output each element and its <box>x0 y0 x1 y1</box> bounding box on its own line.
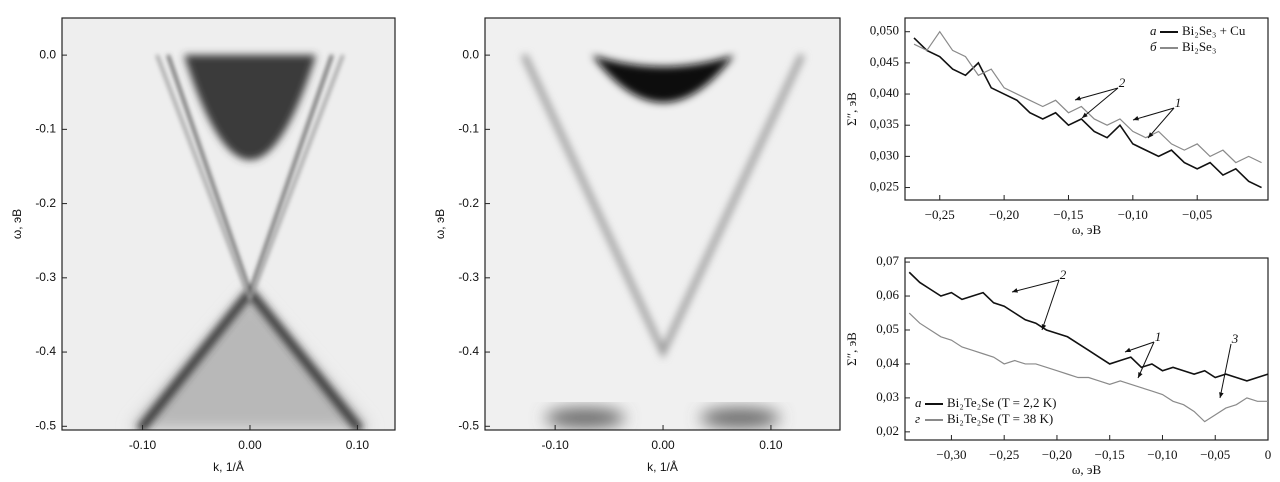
plot-frame <box>484 17 841 431</box>
arrow-head <box>1041 324 1047 330</box>
y-tick-label: -0.4 <box>458 344 479 358</box>
x-axis-label: ω, эВ <box>1072 462 1102 477</box>
annotation-arrow <box>1137 341 1155 379</box>
y-axis-label: Σ″, эВ <box>844 332 859 366</box>
x-tick-label: −0,05 <box>1182 207 1212 222</box>
x-axis-label: ω, эВ <box>1072 222 1102 237</box>
y-tick-label: -0.3 <box>35 270 56 284</box>
y-tick-label: -0.5 <box>35 418 56 432</box>
x-tick-label: −0,20 <box>989 207 1019 222</box>
annotation: 3 <box>1231 331 1239 346</box>
y-tick-label: 0,05 <box>876 321 899 336</box>
plot-frame <box>904 257 1269 441</box>
y-axis-label: ω, эВ <box>433 209 447 239</box>
series-line <box>908 312 1268 423</box>
x-tick-label: −0,15 <box>1053 207 1083 222</box>
x-tick-label: −0,20 <box>1042 447 1072 462</box>
legend-letter: б <box>1150 39 1157 54</box>
x-tick-label: −0,10 <box>1147 447 1177 462</box>
plot-frame <box>61 17 396 431</box>
y-tick-label: -0.2 <box>458 196 479 210</box>
x-tick-label: 0.10 <box>759 438 783 452</box>
y-tick-label: 0,035 <box>870 116 899 131</box>
annotation: 1 <box>1175 95 1182 110</box>
legend-label: Bi₂Se₃ + Cu <box>1182 23 1246 38</box>
y-axis-label: Σ″, эВ <box>844 92 859 126</box>
y-tick-label: 0,025 <box>870 179 899 194</box>
y-tick-label: 0,03 <box>876 389 899 404</box>
annotation: 1 <box>1155 329 1162 344</box>
y-tick-label: -0.4 <box>35 344 56 358</box>
y-tick-label: 0,04 <box>876 355 899 370</box>
x-tick-label: −0,30 <box>936 447 966 462</box>
x-tick-label: −0,15 <box>1095 447 1125 462</box>
annotation: 2 <box>1060 267 1067 282</box>
annotation-arrow <box>1132 107 1175 121</box>
y-tick-label: 0,040 <box>870 85 899 100</box>
arrow-head <box>1148 132 1154 138</box>
x-tick-label: −0,25 <box>989 447 1019 462</box>
x-tick-label: 0.00 <box>238 438 262 452</box>
x-tick-label: 0 <box>1265 447 1272 462</box>
y-tick-label: 0,02 <box>876 423 899 438</box>
arrow-head <box>1082 112 1088 118</box>
x-tick-label: −0,10 <box>1118 207 1148 222</box>
y-tick-label: 0,050 <box>870 23 899 38</box>
y-tick-label: -0.1 <box>458 122 479 136</box>
y-tick-label: 0.0 <box>39 47 56 61</box>
x-axis-label: k, 1/Å <box>213 459 244 474</box>
annotation-arrow <box>1219 343 1232 399</box>
line-chart: −0,30 −0,25 −0,20 −0,15 −0,10 −0,05 0 0,07 0,06 0… <box>844 253 1271 477</box>
x-tick-label: -0.10 <box>541 438 569 452</box>
legend-label: Bi₂Se₃ <box>1182 39 1216 54</box>
annotation-arrow <box>1011 279 1060 293</box>
annotation-arrow <box>1074 87 1119 101</box>
x-axis-label: k, 1/Å <box>647 459 678 474</box>
arrow-head <box>1012 288 1018 293</box>
y-tick-label: -0.2 <box>35 196 56 210</box>
arrow-head <box>1138 372 1143 378</box>
legend-letter: г <box>915 411 920 426</box>
legend-label: Bi₂Te₂Se (T = 2,2 K) <box>947 395 1056 410</box>
y-tick-label: 0,07 <box>876 253 899 268</box>
arrow-head <box>1219 392 1224 398</box>
x-tick-label: 0.00 <box>651 438 675 452</box>
x-tick-label: −0,25 <box>925 207 955 222</box>
image-chart: -0.10 0.00 0.10 0.0 -0.1 -0.2 -0.3 -0.4 -0.5 k, 1… <box>433 17 841 474</box>
y-tick-label: 0,045 <box>870 54 899 69</box>
legend-letter: a <box>1150 23 1157 38</box>
arrow-head <box>1125 347 1131 352</box>
x-tick-label: -0.10 <box>129 438 157 452</box>
y-tick-label: 0.0 <box>462 47 479 61</box>
line-chart: −0,25 −0,20 −0,15 −0,10 −0,05 0,050 0,045 0,040… <box>844 17 1269 237</box>
annotation-arrow <box>1081 87 1119 119</box>
image-chart: -0.10 0.00 0.10 0.0 -0.1 -0.2 -0.3 -0.4 -0.5 k, 1… <box>10 17 396 474</box>
arpes-map-1 <box>62 18 395 430</box>
series-line <box>913 37 1262 189</box>
y-tick-label: -0.1 <box>35 122 56 136</box>
plot-frame <box>904 17 1269 201</box>
annotation-arrow <box>1147 107 1175 139</box>
y-tick-label: 0,030 <box>870 147 899 162</box>
x-tick-label: −0,05 <box>1200 447 1230 462</box>
series-line <box>908 271 1269 382</box>
y-tick-label: 0,06 <box>876 287 899 302</box>
arpes-map-2 <box>485 18 840 430</box>
y-tick-label: -0.5 <box>458 418 479 432</box>
legend-label: Bi₂Te₂Se (T = 38 K) <box>947 411 1053 426</box>
annotation: 2 <box>1119 75 1126 90</box>
y-axis-label: ω, эВ <box>10 209 24 239</box>
y-tick-label: -0.3 <box>458 270 479 284</box>
arrow-head <box>1075 96 1081 101</box>
arrow-head <box>1133 115 1139 121</box>
legend-letter: a <box>915 395 922 410</box>
x-tick-label: 0.10 <box>346 438 370 452</box>
annotation-arrow <box>1041 279 1060 331</box>
